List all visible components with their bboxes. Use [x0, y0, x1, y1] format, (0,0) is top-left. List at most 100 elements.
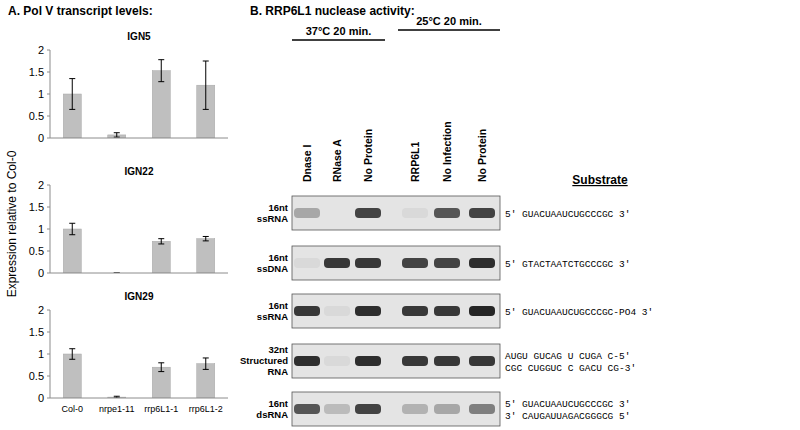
error-cap	[203, 109, 209, 110]
gel-band	[355, 208, 381, 218]
y-tick-label: 0.5	[29, 110, 44, 122]
lane-label: RNase A	[331, 139, 343, 182]
row-label: 32ntStructuredRNA	[240, 344, 289, 377]
y-tick	[47, 332, 50, 333]
error-cap	[114, 132, 120, 133]
error-cap	[203, 240, 209, 241]
bar	[63, 229, 81, 273]
row-label-line: 16nt	[268, 252, 288, 263]
gel-band	[324, 258, 350, 268]
gel-band	[469, 306, 495, 316]
error-stem	[205, 61, 206, 109]
error-bar	[69, 349, 75, 360]
lane-label: No Protein	[476, 129, 488, 182]
y-tick-label: 0.5	[29, 370, 44, 382]
error-cap	[69, 109, 75, 110]
y-tick	[47, 72, 50, 73]
gel-band	[402, 306, 428, 316]
error-bar	[203, 61, 209, 109]
bar	[152, 367, 170, 398]
y-tick	[47, 50, 50, 51]
bar	[63, 354, 81, 398]
lane-label: RRP6L1	[409, 142, 421, 182]
x-tick-label: rrp6L1-1	[144, 404, 178, 414]
gel-band	[355, 356, 381, 366]
y-tick-label: 1	[38, 348, 44, 360]
row-label-line: ssRNA	[257, 213, 288, 224]
row-label: 16ntssDNA	[257, 252, 289, 274]
error-stem	[116, 133, 117, 137]
substrate-header: Substrate	[572, 173, 628, 187]
error-stem	[72, 223, 73, 234]
gel-band	[355, 404, 381, 414]
plot-area	[63, 223, 215, 273]
row-label-line: Structured	[240, 355, 288, 366]
error-stem	[205, 236, 206, 240]
condition-label: 25°C 20 min.	[416, 15, 482, 27]
gel-band	[402, 208, 428, 218]
error-cap	[158, 362, 164, 363]
panel-title: A. Pol V transcript levels:	[8, 4, 153, 18]
error-stem	[161, 363, 162, 372]
gel-band	[294, 404, 320, 414]
gel-band	[324, 356, 350, 366]
y-tick-label: 2	[38, 44, 44, 56]
y-tick-label: 0	[38, 267, 44, 279]
condition-label: 37°C 20 min.	[306, 25, 372, 37]
y-tick-label: 1.5	[29, 326, 44, 338]
y-tick	[47, 229, 50, 230]
row-label-line: RNA	[267, 366, 288, 377]
row-label: 16ntdsRNA	[256, 398, 288, 420]
gel-band	[434, 404, 460, 414]
panel-b: B. RRP6L1 nuclease activity: 37°C 20 min.…	[240, 4, 653, 426]
substrate-sequence: 3' CAUGAUUAGACGGGCG 5'	[505, 411, 630, 422]
chart-title: IGN22	[125, 166, 154, 177]
row-label-line: 16nt	[268, 398, 288, 409]
bar	[197, 239, 215, 273]
y-tick	[47, 354, 50, 355]
y-tick	[47, 207, 50, 208]
row-label-line: 16nt	[268, 300, 288, 311]
substrate-sequence: CGC CUGGUC C GACU CG-3'	[505, 363, 636, 374]
gel-band	[434, 306, 460, 316]
lane-label: No Infection	[441, 121, 453, 182]
gel-strip	[292, 294, 500, 328]
gel-band	[469, 208, 495, 218]
substrate-sequence: 5' GTACTAATCTGCCCGC 3'	[505, 259, 630, 270]
x-axis	[50, 273, 228, 274]
error-stem	[72, 79, 73, 110]
error-bar	[203, 358, 209, 369]
error-cap	[69, 348, 75, 349]
error-bar	[69, 223, 75, 234]
gel-band	[402, 356, 428, 366]
gel-strip	[292, 344, 500, 378]
error-cap	[203, 61, 209, 62]
error-bar	[158, 239, 164, 244]
substrate-sequence: 5' GUACUAAUCUGCCCGC 3'	[505, 399, 630, 410]
error-cap	[158, 81, 164, 82]
error-cap	[158, 243, 164, 244]
row-label-line: dsRNA	[256, 409, 288, 420]
panel-title: B. RRP6L1 nuclease activity:	[250, 4, 415, 18]
error-stem	[161, 239, 162, 244]
error-cap	[69, 223, 75, 224]
error-cap	[69, 359, 75, 360]
gel-band	[355, 258, 381, 268]
lane-label: Dnase I	[301, 145, 313, 182]
error-cap	[203, 236, 209, 237]
plot-area	[63, 349, 215, 398]
gel-band	[402, 258, 428, 268]
gel-band	[469, 258, 495, 268]
error-cap	[114, 137, 120, 138]
y-tick	[47, 94, 50, 95]
gel-strip	[292, 392, 500, 426]
chart-title: IGN5	[127, 31, 151, 42]
chart: IGN2900.511.52Col-0nrpe1-11rrp6L1-1rrp6L…	[29, 291, 228, 414]
error-cap	[114, 396, 120, 397]
x-tick-label: Col-0	[61, 404, 83, 414]
gel-band	[324, 404, 350, 414]
y-tick	[47, 185, 50, 186]
chart: IGN500.511.52	[29, 31, 228, 144]
gel-band	[294, 258, 320, 268]
error-cap	[158, 59, 164, 60]
